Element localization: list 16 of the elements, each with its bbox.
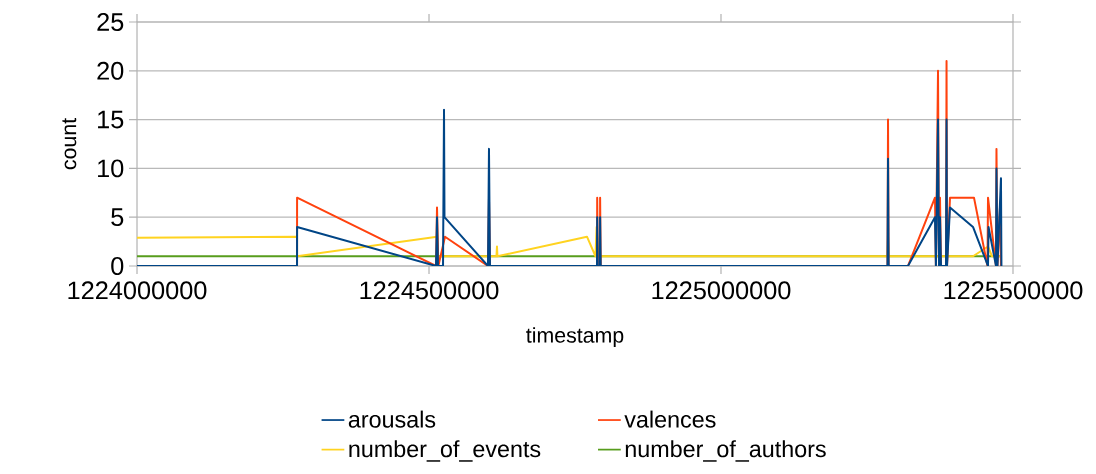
y-tick-label: 25 [97,13,124,31]
legend-label: number_of_events [349,440,541,462]
y-tick-label: 5 [111,208,124,227]
x-tick-label: 1225500000 [944,281,1083,300]
x-tick-label: 1224000000 [68,281,207,300]
legend-label: number_of_authors [625,440,826,462]
y-tick-label: 20 [97,61,124,80]
x-tick-label: 1225000000 [652,281,791,300]
x-tick-label: 1224500000 [360,281,499,300]
y-tick-label: 15 [98,110,124,129]
y-axis-title: count [62,118,77,170]
y-tick-label: 0 [111,257,124,275]
y-tick-label: 10 [98,159,124,178]
legend-label: arousals [348,410,436,428]
legend-label: valences [624,410,716,428]
x-axis-title: timestamp [526,327,624,348]
